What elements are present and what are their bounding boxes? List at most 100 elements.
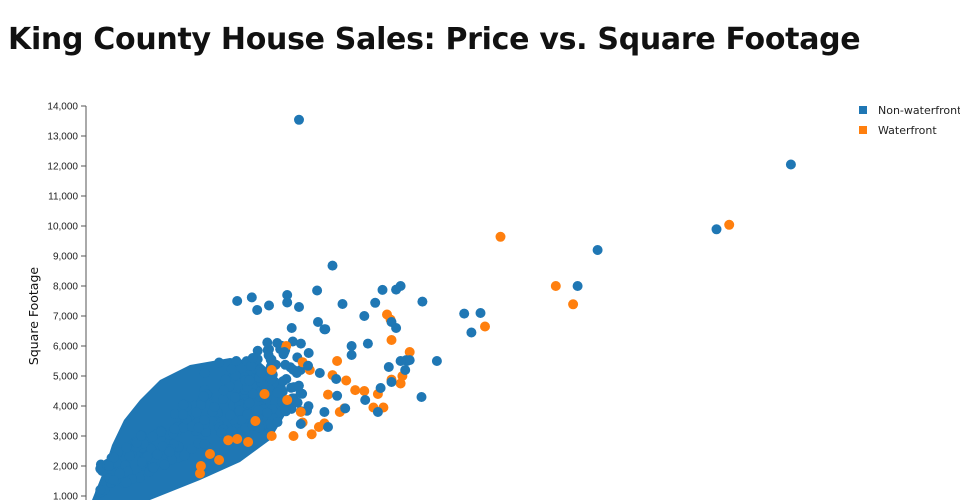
waterfront-point [568, 299, 579, 310]
cloud-point [193, 422, 204, 433]
cloud-point [272, 417, 283, 428]
non-waterfront-point [395, 356, 406, 366]
chart-title: King County House Sales: Price vs. Squar… [8, 22, 861, 57]
cloud-point [246, 360, 257, 371]
non-waterfront-point [332, 390, 343, 401]
non-waterfront-point [417, 296, 428, 307]
non-waterfront-point [295, 419, 306, 429]
y-axis-title: Square Footage [26, 267, 41, 366]
non-waterfront-point [785, 159, 796, 170]
waterfront-point [386, 335, 397, 345]
non-waterfront-point [400, 365, 411, 375]
cloud-point [262, 337, 273, 348]
y-tick-label: 4,000 [53, 402, 78, 413]
non-waterfront-point [377, 284, 388, 295]
y-tick-label: 10,000 [47, 222, 78, 233]
cloud-point [263, 350, 274, 361]
waterfront-point [223, 435, 234, 446]
cloud-point [278, 376, 289, 387]
non-waterfront-point [362, 338, 373, 349]
cloud-point [167, 454, 177, 465]
cloud-point [234, 405, 245, 416]
non-waterfront-point [346, 341, 357, 351]
waterfront-point [306, 429, 317, 440]
cloud-point [218, 385, 229, 396]
cloud-point [266, 374, 277, 385]
cloud-point [218, 394, 229, 404]
waterfront-point [395, 378, 406, 389]
legend-swatch [859, 126, 867, 134]
y-tick-label: 6,000 [53, 342, 78, 353]
cloud-point [256, 367, 267, 378]
non-waterfront-point [286, 323, 297, 333]
non-waterfront-point [247, 353, 258, 363]
waterfront-point [214, 455, 225, 465]
cloud-point [169, 424, 180, 434]
cloud-point [122, 466, 133, 477]
waterfront-point [480, 321, 490, 332]
non-waterfront-point [327, 260, 338, 271]
cloud-point [95, 484, 106, 495]
waterfront-point [266, 431, 277, 441]
non-waterfront-point [337, 299, 348, 309]
legend-item[interactable]: Non-waterfront [859, 104, 960, 117]
waterfront-point [195, 468, 205, 479]
cloud-point [264, 419, 275, 430]
cloud-point [170, 408, 181, 419]
cloud-point [272, 387, 283, 398]
waterfront-point [250, 416, 261, 426]
cloud-point [121, 442, 132, 453]
non-waterfront-point [572, 281, 583, 291]
cloud-point [209, 401, 220, 412]
y-tick-label: 12,000 [47, 162, 78, 173]
cloud-point [178, 422, 189, 433]
cloud-point [252, 345, 263, 356]
cloud-point [147, 431, 158, 442]
non-waterfront-point [303, 360, 313, 371]
y-tick-label: 8,000 [53, 282, 78, 293]
legend-item[interactable]: Waterfront [859, 124, 937, 137]
cloud-point [295, 338, 306, 349]
waterfront-point [295, 407, 306, 417]
y-tick-label: 9,000 [53, 252, 78, 263]
cloud-point [253, 405, 264, 416]
non-waterfront-point [252, 305, 263, 315]
non-waterfront-point [231, 356, 242, 366]
cloud-point [137, 457, 147, 468]
cloud-point [247, 388, 258, 399]
y-tick-label: 11,000 [48, 192, 78, 203]
cloud-point [124, 451, 135, 461]
waterfront-point [195, 461, 206, 471]
y-tick-label: 3,000 [53, 432, 78, 443]
cloud-point [293, 380, 304, 391]
y-tick-label: 1,000 [53, 492, 78, 500]
cloud-point [303, 348, 314, 358]
legend[interactable]: Non-waterfront Waterfront [859, 104, 960, 137]
waterfront-point [259, 389, 270, 399]
waterfront-point [341, 375, 352, 386]
cloud-point [295, 365, 306, 375]
cloud-point [164, 446, 175, 457]
cloud-point [199, 439, 210, 449]
legend-label: Waterfront [878, 124, 937, 137]
legend-swatch [859, 106, 867, 114]
non-waterfront-point [294, 114, 304, 125]
non-waterfront-point [312, 285, 323, 296]
y-tick-label: 7,000 [53, 312, 78, 323]
non-waterfront-point [466, 327, 477, 338]
cloud-point [178, 409, 188, 420]
cloud-point [199, 415, 210, 425]
non-waterfront-point [370, 297, 381, 308]
non-waterfront-point [711, 224, 722, 235]
cloud-point [244, 397, 255, 408]
non-waterfront-point [372, 407, 383, 417]
cloud-point [201, 426, 211, 437]
non-waterfront-point [431, 356, 442, 366]
non-waterfront-point [264, 300, 274, 311]
non-waterfront-point [282, 290, 293, 300]
non-waterfront-point [359, 311, 370, 321]
y-tick-label: 5,000 [53, 372, 78, 383]
non-waterfront-point [391, 284, 402, 295]
y-tick-label: 13,000 [47, 132, 78, 143]
